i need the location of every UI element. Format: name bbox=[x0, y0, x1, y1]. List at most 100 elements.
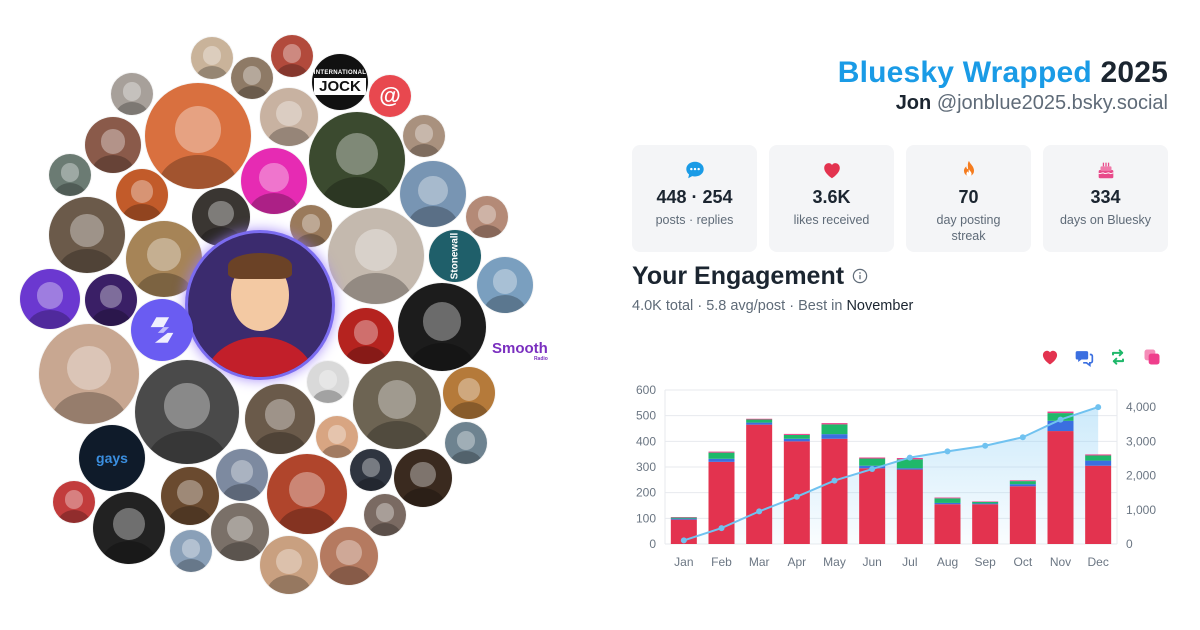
avatar-shoulders bbox=[116, 101, 148, 115]
avatar[interactable] bbox=[271, 35, 313, 77]
avatar[interactable] bbox=[403, 115, 445, 157]
avatar[interactable]: Stonewall bbox=[429, 230, 481, 282]
avatar[interactable] bbox=[49, 154, 91, 196]
cartoon-shoulders bbox=[205, 336, 315, 377]
avatar[interactable] bbox=[338, 308, 394, 364]
avatar[interactable] bbox=[241, 148, 307, 214]
logo-text-small: INTERNATIONAL bbox=[313, 69, 367, 76]
cumulative-point bbox=[756, 508, 763, 515]
avatar-shoulders bbox=[344, 346, 388, 364]
avatar[interactable] bbox=[191, 37, 233, 79]
avatar[interactable] bbox=[135, 360, 239, 464]
avatar[interactable] bbox=[353, 361, 441, 449]
stat-value: 448 · 254 bbox=[656, 187, 733, 207]
avatar[interactable] bbox=[145, 83, 251, 189]
bar-segment bbox=[972, 504, 999, 544]
user-handle: @jonblue2025.bsky.social bbox=[936, 92, 1168, 114]
avatar[interactable]: INTERNATIONAL JOCK bbox=[312, 54, 368, 110]
avatar[interactable]: gays bbox=[79, 425, 145, 491]
avatar[interactable] bbox=[85, 274, 137, 326]
avatar[interactable] bbox=[400, 161, 466, 227]
avatar[interactable] bbox=[398, 283, 486, 371]
avatar-face bbox=[177, 479, 203, 506]
avatar[interactable] bbox=[111, 73, 153, 115]
bar-segment bbox=[708, 458, 735, 462]
avatar-shoulders bbox=[222, 484, 262, 501]
avatar[interactable] bbox=[477, 257, 533, 313]
reply-icon[interactable] bbox=[1074, 347, 1094, 367]
bar-segment bbox=[821, 434, 848, 439]
repost-icon[interactable] bbox=[1108, 347, 1128, 367]
avatar-face bbox=[456, 431, 476, 450]
avatar-face bbox=[174, 106, 222, 153]
avatar[interactable] bbox=[316, 416, 358, 458]
x-tick-label: Jun bbox=[862, 555, 881, 569]
avatar-face bbox=[457, 378, 481, 402]
x-tick-label: Sep bbox=[974, 555, 996, 569]
avatar[interactable] bbox=[216, 449, 268, 501]
bar-segment bbox=[1009, 481, 1036, 485]
avatar-face bbox=[130, 180, 154, 204]
avatar[interactable] bbox=[39, 324, 139, 424]
avatar[interactable] bbox=[20, 269, 80, 329]
avatar[interactable] bbox=[350, 449, 392, 491]
avatar[interactable] bbox=[267, 454, 347, 534]
y-tick-label: 500 bbox=[636, 409, 656, 423]
avatar[interactable] bbox=[245, 384, 315, 454]
avatar[interactable] bbox=[161, 467, 219, 525]
cumulative-line bbox=[683, 406, 1099, 542]
avatar[interactable] bbox=[466, 196, 508, 238]
avatar[interactable] bbox=[309, 112, 405, 208]
avatar-shoulders bbox=[91, 309, 131, 326]
avatar-face bbox=[70, 213, 104, 248]
y2-tick-label: 1,000 bbox=[1126, 503, 1156, 517]
avatar-shoulders bbox=[58, 248, 116, 273]
bar-segment bbox=[972, 501, 999, 502]
avatar[interactable] bbox=[443, 367, 495, 419]
avatar[interactable] bbox=[131, 299, 193, 361]
cumulative-point bbox=[680, 537, 687, 544]
avatar[interactable] bbox=[126, 221, 202, 297]
avatar[interactable] bbox=[307, 361, 349, 403]
stat-value: 334 bbox=[1090, 187, 1121, 207]
avatar-shoulders bbox=[266, 127, 312, 146]
avatar[interactable] bbox=[320, 527, 378, 585]
avatar[interactable] bbox=[328, 208, 424, 304]
avatar[interactable] bbox=[85, 117, 141, 173]
avatar[interactable] bbox=[170, 530, 212, 572]
bar-segment bbox=[896, 469, 923, 544]
avatar-face bbox=[353, 320, 379, 345]
avatar[interactable] bbox=[231, 57, 273, 99]
avatar[interactable] bbox=[211, 503, 269, 561]
avatar-shoulders bbox=[122, 204, 162, 221]
avatar[interactable] bbox=[364, 494, 406, 536]
avatar[interactable] bbox=[260, 88, 318, 146]
deck-logo-icon bbox=[150, 317, 174, 343]
avatar[interactable] bbox=[93, 492, 165, 564]
x-tick-label: Oct bbox=[1013, 555, 1032, 569]
avatar[interactable] bbox=[394, 449, 452, 507]
avatar[interactable] bbox=[260, 536, 318, 594]
avatar[interactable] bbox=[188, 233, 332, 377]
bar-segment bbox=[859, 458, 886, 466]
avatar[interactable] bbox=[53, 481, 95, 523]
avatar[interactable] bbox=[445, 422, 487, 464]
info-icon[interactable] bbox=[852, 268, 868, 284]
avatar-face bbox=[418, 175, 448, 205]
avatar-face bbox=[289, 471, 325, 507]
bar-segment bbox=[821, 438, 848, 544]
avatar[interactable] bbox=[49, 197, 125, 273]
quote-icon[interactable] bbox=[1142, 347, 1162, 367]
avatar-shoulders bbox=[91, 155, 135, 173]
avatar-shoulders bbox=[321, 444, 353, 458]
avatar[interactable] bbox=[116, 169, 168, 221]
avatar[interactable] bbox=[192, 188, 250, 246]
stat-card-likes: 3.6K likes received bbox=[769, 145, 894, 252]
heart-icon[interactable] bbox=[1040, 347, 1060, 367]
avatar[interactable] bbox=[290, 205, 332, 247]
bar-segment bbox=[972, 503, 999, 505]
avatar[interactable]: @ bbox=[369, 75, 411, 117]
engagement-avg: 5.8 avg/post bbox=[706, 298, 786, 314]
avatar-shoulders bbox=[51, 392, 127, 424]
x-tick-label: Dec bbox=[1087, 555, 1108, 569]
